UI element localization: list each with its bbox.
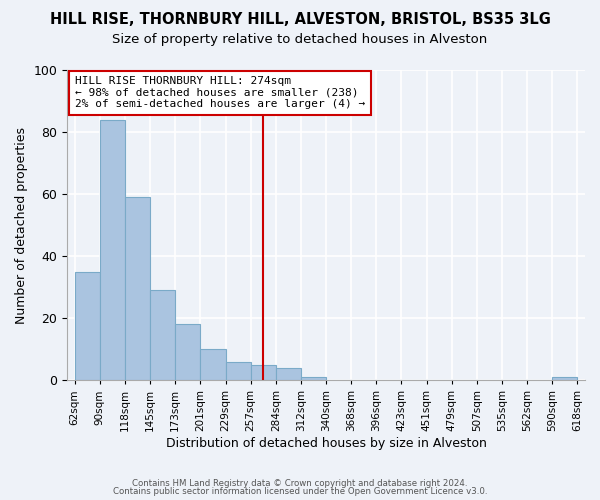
- Bar: [125, 197, 150, 380]
- Bar: [175, 324, 200, 380]
- X-axis label: Distribution of detached houses by size in Alveston: Distribution of detached houses by size …: [166, 437, 487, 450]
- Bar: [74, 272, 100, 380]
- Y-axis label: Number of detached properties: Number of detached properties: [15, 126, 28, 324]
- Text: Size of property relative to detached houses in Alveston: Size of property relative to detached ho…: [112, 32, 488, 46]
- Bar: [553, 377, 577, 380]
- Bar: [276, 368, 301, 380]
- Text: HILL RISE THORNBURY HILL: 274sqm
← 98% of detached houses are smaller (238)
2% o: HILL RISE THORNBURY HILL: 274sqm ← 98% o…: [75, 76, 365, 110]
- Bar: [150, 290, 175, 380]
- Bar: [251, 365, 276, 380]
- Text: Contains public sector information licensed under the Open Government Licence v3: Contains public sector information licen…: [113, 487, 487, 496]
- Text: HILL RISE, THORNBURY HILL, ALVESTON, BRISTOL, BS35 3LG: HILL RISE, THORNBURY HILL, ALVESTON, BRI…: [50, 12, 550, 28]
- Text: Contains HM Land Registry data © Crown copyright and database right 2024.: Contains HM Land Registry data © Crown c…: [132, 478, 468, 488]
- Bar: [200, 350, 226, 380]
- Bar: [226, 362, 251, 380]
- Bar: [301, 377, 326, 380]
- Bar: [100, 120, 125, 380]
